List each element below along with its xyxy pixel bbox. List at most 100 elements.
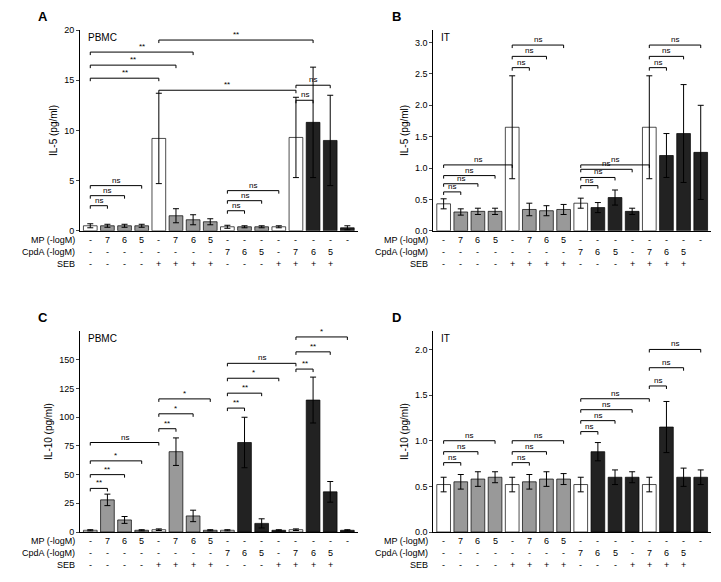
svg-text:*: * xyxy=(320,327,323,336)
svg-text:5: 5 xyxy=(139,536,144,546)
svg-text:5: 5 xyxy=(561,536,566,546)
svg-text:+: + xyxy=(173,560,178,570)
svg-text:ns: ns xyxy=(671,35,679,44)
svg-text:6: 6 xyxy=(122,235,127,245)
svg-text:-: - xyxy=(346,536,349,546)
svg-text:-: - xyxy=(631,536,634,546)
svg-text:7: 7 xyxy=(458,536,463,546)
svg-text:-: - xyxy=(562,548,565,558)
svg-text:+: + xyxy=(647,560,652,570)
svg-text:**: ** xyxy=(164,419,170,428)
svg-text:+: + xyxy=(191,560,196,570)
svg-text:-: - xyxy=(562,247,565,257)
svg-text:7: 7 xyxy=(293,548,298,558)
svg-text:-: - xyxy=(106,548,109,558)
svg-text:-: - xyxy=(631,247,634,257)
svg-text:**: ** xyxy=(233,398,239,407)
svg-text:-: - xyxy=(89,235,92,245)
svg-text:-: - xyxy=(106,560,109,570)
svg-text:ns: ns xyxy=(594,411,602,420)
svg-text:7: 7 xyxy=(293,247,298,257)
svg-text:-: - xyxy=(106,259,109,269)
svg-text:ns: ns xyxy=(534,35,542,44)
svg-text:-: - xyxy=(631,548,634,558)
svg-text:+: + xyxy=(293,560,298,570)
svg-text:7: 7 xyxy=(527,235,532,245)
svg-text:7: 7 xyxy=(173,536,178,546)
svg-text:IT: IT xyxy=(441,333,450,344)
svg-text:+: + xyxy=(311,560,316,570)
svg-text:5: 5 xyxy=(613,247,618,257)
svg-text:*: * xyxy=(114,451,117,460)
svg-text:ns: ns xyxy=(602,159,610,168)
svg-text:1.0: 1.0 xyxy=(415,436,428,446)
svg-text:ns: ns xyxy=(662,46,670,55)
svg-text:-: - xyxy=(243,560,246,570)
svg-text:5: 5 xyxy=(328,548,333,558)
svg-text:ns: ns xyxy=(103,186,111,195)
svg-text:**: ** xyxy=(302,359,308,368)
svg-text:5: 5 xyxy=(259,247,264,257)
svg-text:+: + xyxy=(311,259,316,269)
svg-text:50: 50 xyxy=(64,470,74,480)
svg-text:ns: ns xyxy=(474,155,482,164)
svg-text:6: 6 xyxy=(544,235,549,245)
svg-text:1.5: 1.5 xyxy=(415,390,428,400)
svg-text:C: C xyxy=(38,310,48,325)
svg-text:PBMC: PBMC xyxy=(88,333,117,344)
svg-text:ns: ns xyxy=(517,453,525,462)
svg-text:**: ** xyxy=(130,55,136,64)
svg-text:5: 5 xyxy=(139,235,144,245)
svg-text:ns: ns xyxy=(525,442,533,451)
svg-text:-: - xyxy=(442,235,445,245)
svg-text:-: - xyxy=(665,235,668,245)
svg-text:ns: ns xyxy=(654,376,662,385)
svg-text:-: - xyxy=(260,560,263,570)
svg-text:6: 6 xyxy=(475,536,480,546)
svg-text:-: - xyxy=(312,235,315,245)
svg-text:+: + xyxy=(681,259,686,269)
svg-text:-: - xyxy=(157,536,160,546)
svg-text:-: - xyxy=(476,560,479,570)
svg-text:-: - xyxy=(494,259,497,269)
svg-text:5: 5 xyxy=(493,536,498,546)
svg-text:20: 20 xyxy=(64,25,74,35)
svg-text:7: 7 xyxy=(647,548,652,558)
svg-text:ns: ns xyxy=(525,46,533,55)
svg-text:ns: ns xyxy=(611,155,619,164)
svg-text:-: - xyxy=(442,247,445,257)
svg-text:5: 5 xyxy=(328,247,333,257)
svg-text:-: - xyxy=(494,560,497,570)
svg-text:7: 7 xyxy=(225,548,230,558)
svg-text:5: 5 xyxy=(681,247,686,257)
svg-text:-: - xyxy=(579,259,582,269)
svg-text:-: - xyxy=(459,560,462,570)
svg-text:-: - xyxy=(682,536,685,546)
svg-text:-: - xyxy=(511,536,514,546)
svg-text:150: 150 xyxy=(59,355,74,365)
svg-text:-: - xyxy=(596,560,599,570)
svg-text:ns: ns xyxy=(95,196,103,205)
svg-text:+: + xyxy=(527,259,532,269)
svg-text:ns: ns xyxy=(301,90,309,99)
svg-text:-: - xyxy=(579,235,582,245)
svg-text:ns: ns xyxy=(465,431,473,440)
svg-text:7: 7 xyxy=(225,247,230,257)
svg-text:-: - xyxy=(243,536,246,546)
svg-text:6: 6 xyxy=(475,235,480,245)
svg-text:MP (-logM): MP (-logM) xyxy=(31,235,75,245)
svg-text:ns: ns xyxy=(517,58,525,67)
svg-text:IT: IT xyxy=(441,32,450,43)
svg-text:0.0: 0.0 xyxy=(415,527,428,537)
svg-text:**: ** xyxy=(242,383,248,392)
svg-text:+: + xyxy=(630,560,635,570)
svg-text:-: - xyxy=(476,247,479,257)
svg-text:-: - xyxy=(545,548,548,558)
svg-text:ns: ns xyxy=(232,201,240,210)
svg-text:2.0: 2.0 xyxy=(415,100,428,110)
svg-text:-: - xyxy=(243,235,246,245)
svg-text:-: - xyxy=(494,548,497,558)
svg-text:+: + xyxy=(328,560,333,570)
svg-text:ns: ns xyxy=(112,176,120,185)
svg-text:**: ** xyxy=(96,478,102,487)
